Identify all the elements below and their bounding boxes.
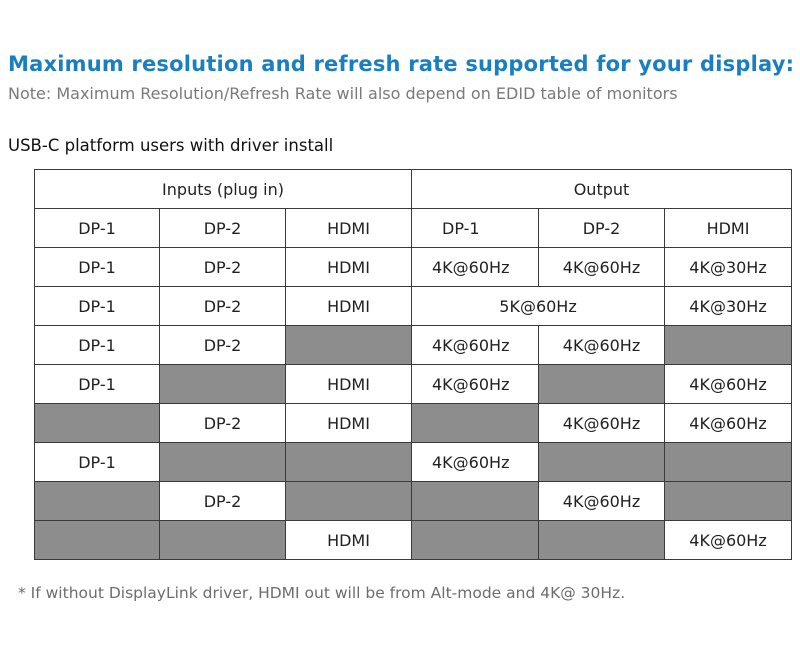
cell-input-dp1: DP-1 [34, 442, 160, 482]
cell-output-hdmi: 4K@30Hz [664, 286, 792, 326]
col-header-output-dp2: DP-2 [538, 208, 665, 248]
cell-input-hdmi [285, 325, 412, 365]
cell-input-dp1: DP-1 [34, 325, 160, 365]
cell-input-hdmi: HDMI [285, 286, 412, 326]
cell-output-hdmi: 4K@60Hz [664, 364, 792, 404]
table-row: DP-1 DP-2 HDMI 4K@60Hz 4K@60Hz 4K@30Hz [34, 247, 792, 287]
table-row: HDMI 4K@60Hz [34, 520, 792, 560]
table-row: DP-1 4K@60Hz [34, 442, 792, 482]
col-header-input-dp2: DP-2 [159, 208, 286, 248]
output-group-header: Output [411, 169, 792, 209]
cell-output-hdmi: 4K@30Hz [664, 247, 792, 287]
cell-output-dp2: 4K@60Hz [538, 247, 665, 287]
cell-input-dp2 [159, 520, 286, 560]
cell-input-hdmi [285, 442, 412, 482]
cell-input-hdmi [285, 481, 412, 521]
cell-output-dp2: 4K@60Hz [538, 481, 665, 521]
cell-input-dp1: DP-1 [34, 247, 160, 287]
cell-input-dp2: DP-2 [159, 481, 286, 521]
group-header-row: Inputs (plug in) Output [34, 169, 792, 209]
cell-output-dp1 [411, 481, 539, 521]
cell-output-hdmi: 4K@60Hz [664, 403, 792, 443]
cell-input-hdmi: HDMI [285, 520, 412, 560]
table-row: DP-1 HDMI 4K@60Hz 4K@60Hz [34, 364, 792, 404]
cell-input-dp1 [34, 403, 160, 443]
cell-output-hdmi [664, 481, 792, 521]
cell-output-hdmi: 4K@60Hz [664, 520, 792, 560]
cell-output-dp1: 4K@60Hz [411, 325, 539, 365]
cell-input-dp2: DP-2 [159, 403, 286, 443]
cell-input-hdmi: HDMI [285, 403, 412, 443]
cell-output-dp2 [538, 442, 665, 482]
cell-output-dp2 [538, 520, 665, 560]
col-header-output-dp1: DP-1 [411, 208, 539, 248]
edid-note: Note: Maximum Resolution/Refresh Rate wi… [8, 84, 678, 103]
table-row: DP-2 4K@60Hz [34, 481, 792, 521]
table-row: DP-2 HDMI 4K@60Hz 4K@60Hz [34, 403, 792, 443]
inputs-group-header: Inputs (plug in) [34, 169, 412, 209]
cell-input-dp1: DP-1 [34, 364, 160, 404]
table-row: DP-1 DP-2 4K@60Hz 4K@60Hz [34, 325, 792, 365]
resolution-table: Inputs (plug in) Output DP-1 DP-2 HDMI D… [34, 169, 792, 560]
cell-input-hdmi: HDMI [285, 364, 412, 404]
cell-output-dp1 [411, 520, 539, 560]
cell-input-dp2 [159, 364, 286, 404]
cell-input-hdmi: HDMI [285, 247, 412, 287]
cell-output-dp2: 4K@60Hz [538, 403, 665, 443]
cell-output-dp2: 4K@60Hz [538, 325, 665, 365]
cell-input-dp1: DP-1 [34, 286, 160, 326]
cell-input-dp2: DP-2 [159, 247, 286, 287]
cell-output-dp-merged: 5K@60Hz [411, 286, 665, 326]
table-caption: USB-C platform users with driver install [8, 136, 334, 155]
col-header-output-hdmi: HDMI [664, 208, 792, 248]
cell-input-dp2: DP-2 [159, 286, 286, 326]
cell-input-dp1 [34, 520, 160, 560]
cell-output-dp1: 4K@60Hz [411, 364, 539, 404]
cell-output-dp2 [538, 364, 665, 404]
cell-output-hdmi [664, 442, 792, 482]
cell-input-dp2 [159, 442, 286, 482]
cell-output-dp1: 4K@60Hz [411, 442, 539, 482]
page-title: Maximum resolution and refresh rate supp… [8, 52, 795, 76]
cell-output-dp1: 4K@60Hz [411, 247, 539, 287]
cell-input-dp2: DP-2 [159, 325, 286, 365]
cell-output-hdmi [664, 325, 792, 365]
col-header-input-hdmi: HDMI [285, 208, 412, 248]
col-header-input-dp1: DP-1 [34, 208, 160, 248]
footnote: * If without DisplayLink driver, HDMI ou… [18, 584, 626, 602]
table-row: DP-1 DP-2 HDMI 5K@60Hz 4K@30Hz [34, 286, 792, 326]
cell-input-dp1 [34, 481, 160, 521]
cell-output-dp1 [411, 403, 539, 443]
column-header-row: DP-1 DP-2 HDMI DP-1 DP-2 HDMI [34, 208, 792, 248]
